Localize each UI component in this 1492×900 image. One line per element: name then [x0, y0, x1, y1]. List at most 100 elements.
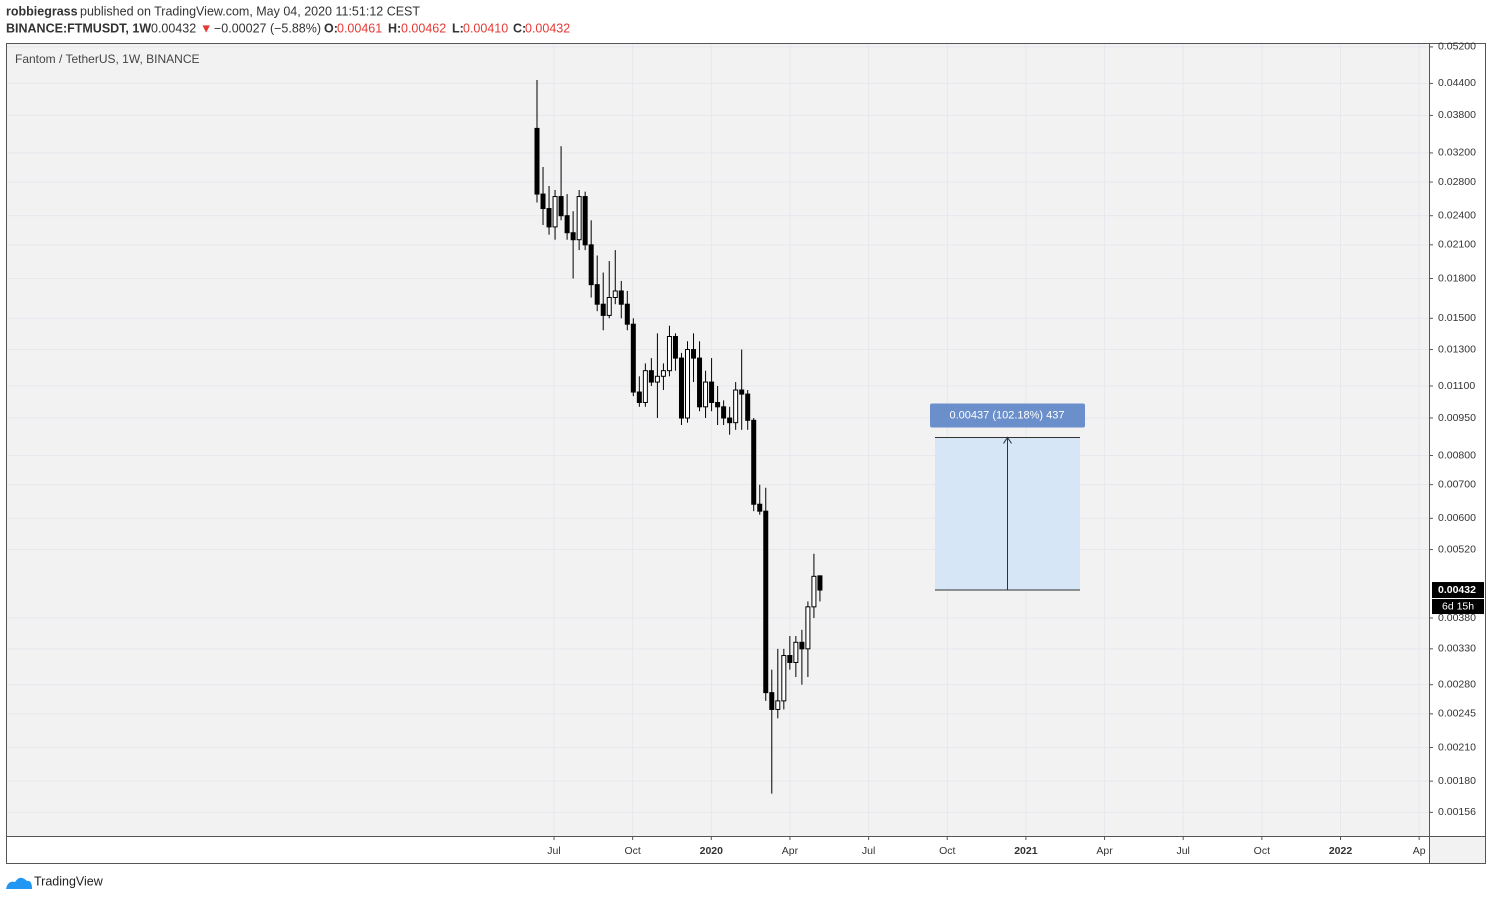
candle-body [570, 232, 576, 241]
x-tick-label: Apr [782, 845, 799, 857]
y-tick-label: 0.04400 [1438, 77, 1476, 89]
candle-body [576, 196, 582, 241]
candle-body [600, 303, 606, 316]
y-tick-label: 0.03800 [1438, 109, 1476, 121]
x-tick-label: Oct [1254, 845, 1270, 857]
candle-body [799, 641, 805, 650]
o-value: 0.00461 [337, 21, 382, 35]
measure-arrowhead [1003, 436, 1012, 444]
change: −0.00027 (−5.88%) [214, 21, 321, 35]
y-tick-label: 0.00330 [1438, 643, 1476, 655]
candle-body [564, 215, 570, 234]
y-tick-label: 0.00950 [1438, 412, 1476, 424]
candle-body [588, 244, 594, 286]
marks: 0.00437 (102.18%) 437 [534, 79, 1085, 794]
candle-body [534, 127, 540, 195]
candle-body [727, 417, 733, 424]
last-price-bg [1432, 582, 1484, 599]
y-tick-label: 0.01300 [1438, 343, 1476, 355]
candle-body [606, 296, 612, 316]
x-tick-label: Jul [862, 845, 875, 857]
candle-body [552, 196, 558, 228]
last-price-label: 0.00432 [1438, 584, 1476, 596]
candle-body [745, 393, 751, 421]
candle-body [697, 357, 703, 408]
y-tick-label: 0.00210 [1438, 741, 1476, 753]
candle-body [685, 349, 690, 419]
candle-body [630, 323, 636, 393]
h-label: H: [388, 21, 401, 35]
candle-body [636, 391, 642, 403]
logo [6, 877, 32, 889]
grid [7, 44, 1429, 836]
candle-body [691, 349, 697, 359]
price-axis [1429, 43, 1486, 837]
arrow: ▼ [200, 21, 212, 35]
candle-body [751, 419, 757, 505]
candle-body [793, 641, 799, 663]
candle-body [739, 389, 745, 395]
l-value: 0.00410 [463, 21, 508, 35]
x-tick-label: Oct [624, 845, 640, 857]
candle-body [709, 381, 715, 403]
y-tick-label: 0.00800 [1438, 449, 1476, 461]
candle-body [660, 370, 666, 377]
footer-logo [6, 877, 32, 889]
candle-body [672, 336, 678, 359]
countdown-bg [1432, 599, 1484, 615]
candle-body [546, 208, 552, 228]
candle-body [811, 575, 817, 608]
y-tick-label: 0.02800 [1438, 176, 1476, 188]
candle-body [678, 357, 684, 419]
y-tick-label: 0.00520 [1438, 543, 1476, 555]
footer-brand: TradingView [34, 874, 104, 888]
time-axis [6, 836, 1430, 864]
l-label: L: [452, 21, 464, 35]
published: published on TradingView.com, May 04, 20… [80, 4, 420, 18]
candle-body [540, 193, 546, 210]
c-value: 0.00432 [525, 21, 570, 35]
symbol: BINANCE:FTMUSDT, 1W [6, 21, 151, 35]
candle-body [654, 375, 660, 383]
candle-body [775, 700, 781, 710]
candle-body [703, 381, 709, 408]
candle-body [769, 692, 775, 710]
x-tick-label: Ap [1413, 845, 1426, 857]
candle-body [624, 303, 630, 325]
last: 0.00432 [151, 21, 196, 35]
chart-frame [6, 43, 1486, 864]
candle-body [721, 406, 727, 419]
x-tick-label: 2022 [1329, 845, 1353, 857]
x-tick-label: Oct [939, 845, 955, 857]
legend: Fantom / TetherUS, 1W, BINANCE [15, 52, 200, 66]
x-tick-label: 2021 [1014, 845, 1038, 857]
y-tick-label: 0.00600 [1438, 512, 1476, 524]
x-tick-label: Jul [1176, 845, 1189, 857]
candle-body [787, 655, 793, 663]
candle-body [763, 510, 769, 694]
y-tick-label: 0.00700 [1438, 478, 1476, 490]
y-tick-label: 0.00245 [1438, 708, 1476, 720]
candle-body [618, 290, 624, 305]
x-tick-label: 2020 [700, 845, 724, 857]
y-tick-label: 0.05200 [1438, 41, 1476, 53]
c-label: C: [513, 21, 526, 35]
y-tick-label: 0.01100 [1438, 380, 1475, 392]
y-tick-label: 0.03200 [1438, 147, 1476, 159]
candle-body [781, 655, 787, 702]
y-tick-label: 0.00380 [1438, 612, 1476, 624]
candle-body [594, 284, 600, 305]
y-tick-label: 0.00156 [1438, 806, 1476, 818]
candle-body [582, 196, 588, 246]
candle-body [612, 290, 618, 298]
candle-body [805, 606, 811, 650]
h-value: 0.00462 [401, 21, 446, 35]
measure-label-bg [930, 403, 1085, 428]
measure-label: 0.00437 (102.18%) 437 [950, 409, 1065, 421]
x-tick-label: Apr [1096, 845, 1113, 857]
y-tick-label: 0.02400 [1438, 209, 1476, 221]
candle-body [642, 370, 648, 403]
countdown: 6d 15h [1442, 600, 1474, 612]
